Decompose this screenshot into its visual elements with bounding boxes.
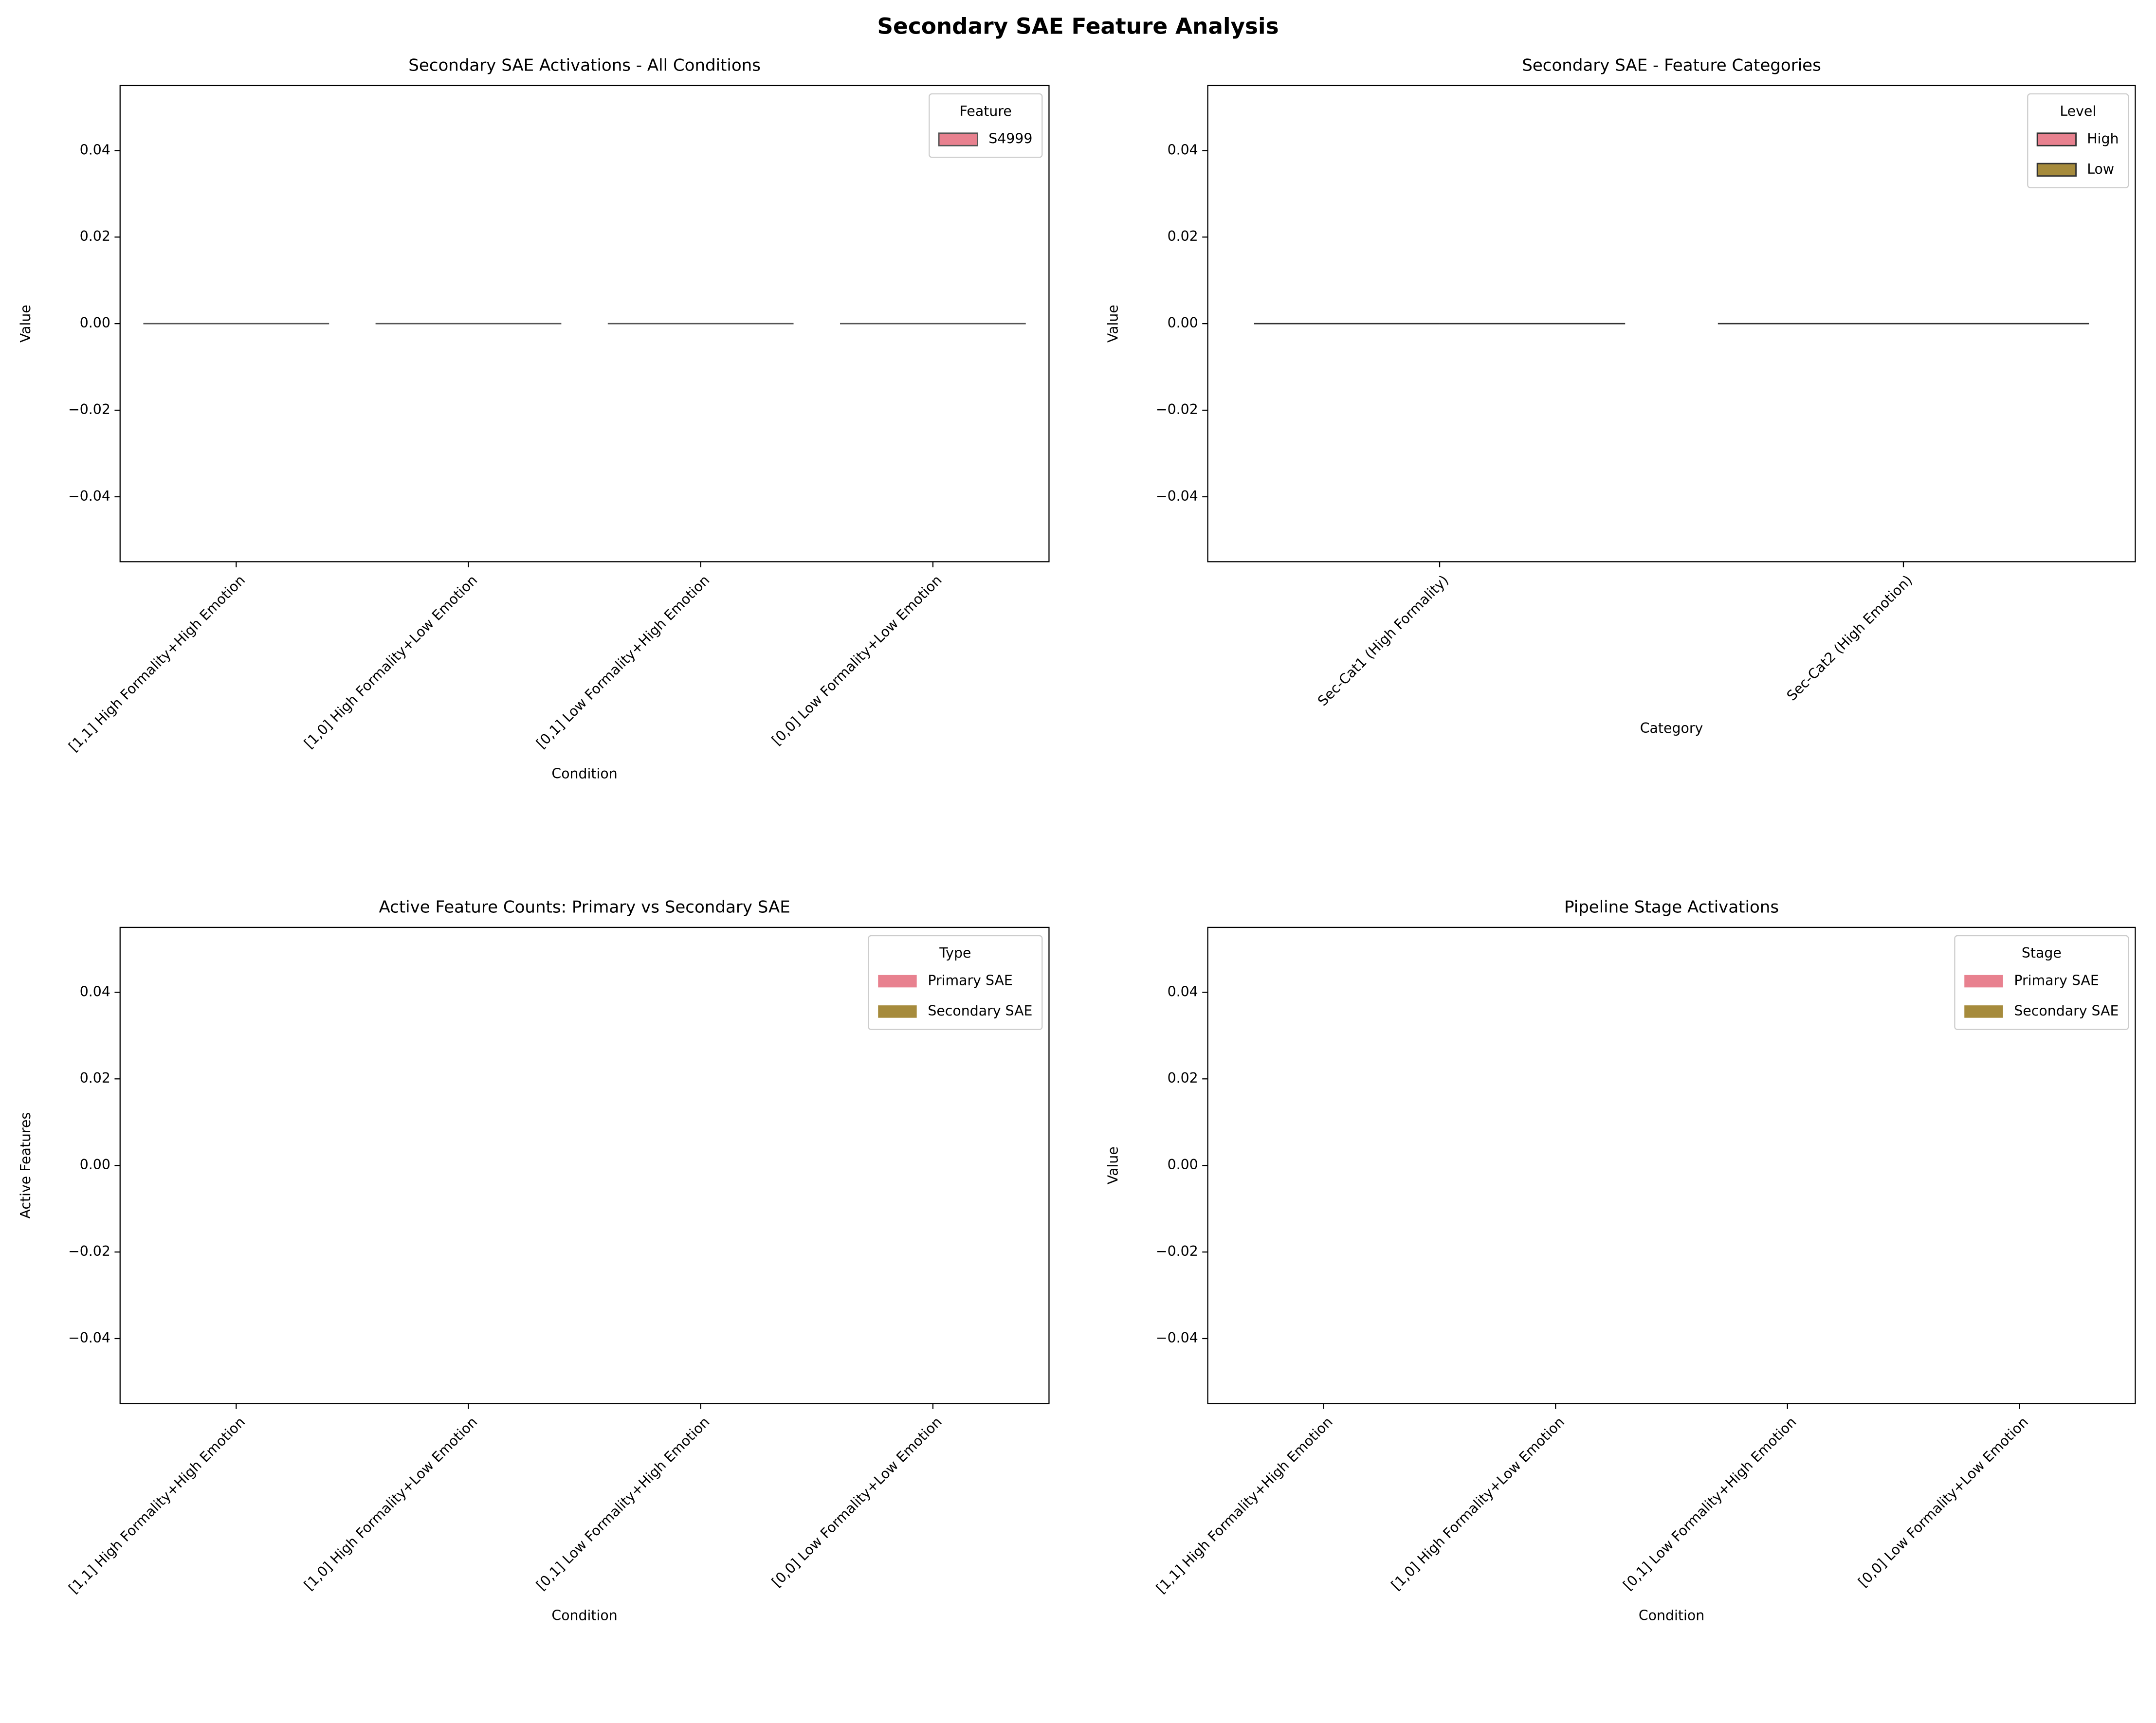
y-tick-label: 0.02 bbox=[1168, 228, 1198, 244]
y-tick-label: 0.00 bbox=[1168, 1157, 1198, 1173]
legend-title: Level bbox=[2060, 103, 2096, 119]
y-tick-label: 0.02 bbox=[80, 1070, 110, 1086]
y-tick-label: −0.02 bbox=[1156, 1243, 1198, 1259]
x-axis-label: Category bbox=[1640, 720, 1703, 736]
legend-label: Primary SAE bbox=[928, 973, 1012, 989]
y-tick-label: 0.04 bbox=[1168, 983, 1198, 999]
axes-frame bbox=[1207, 85, 2136, 562]
x-axis-label: Condition bbox=[551, 766, 617, 782]
subplot-title: Secondary SAE - Feature Categories bbox=[1522, 56, 1821, 75]
y-axis-label: Value bbox=[1105, 1146, 1121, 1184]
legend: Type Primary SAE Secondary SAE bbox=[868, 935, 1043, 1030]
axes-frame bbox=[119, 926, 1050, 1404]
legend-label: High bbox=[2087, 131, 2119, 147]
y-tick-label: −0.04 bbox=[1156, 488, 1198, 504]
y-tick-label: −0.04 bbox=[1156, 1330, 1198, 1346]
y-tick-label: 0.00 bbox=[80, 1157, 110, 1173]
y-axis-label: Value bbox=[1105, 305, 1121, 343]
y-tick-label: 0.00 bbox=[1168, 315, 1198, 331]
y-tick-label: 0.04 bbox=[80, 983, 110, 999]
legend-title: Feature bbox=[960, 103, 1012, 119]
legend-label: Secondary SAE bbox=[2014, 1003, 2119, 1019]
y-tick-label: −0.02 bbox=[68, 401, 110, 417]
y-tick-label: −0.04 bbox=[68, 1330, 110, 1346]
x-axis-label: Condition bbox=[551, 1608, 617, 1624]
y-axis-label: Active Features bbox=[18, 1112, 34, 1219]
legend-title: Stage bbox=[2022, 945, 2062, 961]
y-tick-label: 0.02 bbox=[1168, 1070, 1198, 1086]
legend: Level High Low bbox=[2027, 93, 2129, 188]
axes-frame bbox=[119, 85, 1050, 562]
y-tick-label: 0.04 bbox=[80, 142, 110, 158]
legend-swatch bbox=[2036, 132, 2077, 146]
figure-title: Secondary SAE Feature Analysis bbox=[877, 13, 1279, 39]
legend-label: Secondary SAE bbox=[928, 1003, 1032, 1019]
legend-swatch bbox=[2036, 163, 2077, 177]
legend-label: S4999 bbox=[988, 131, 1032, 147]
legend-label: Primary SAE bbox=[2014, 973, 2099, 989]
legend: Stage Primary SAE Secondary SAE bbox=[1954, 935, 2129, 1030]
legend-swatch bbox=[878, 975, 917, 988]
legend-swatch bbox=[878, 1005, 917, 1018]
legend-swatch bbox=[1964, 975, 2003, 988]
y-tick-label: −0.02 bbox=[1156, 401, 1198, 417]
y-tick-label: 0.04 bbox=[1168, 142, 1198, 158]
legend-swatch bbox=[1964, 1005, 2003, 1018]
subplot-title: Secondary SAE Activations - All Conditio… bbox=[408, 56, 761, 75]
y-tick-label: 0.02 bbox=[80, 228, 110, 244]
y-tick-label: −0.02 bbox=[68, 1243, 110, 1259]
subplot-title: Active Feature Counts: Primary vs Second… bbox=[379, 898, 790, 917]
subplot-title: Pipeline Stage Activations bbox=[1564, 898, 1779, 917]
x-axis-label: Condition bbox=[1639, 1608, 1704, 1624]
axes-frame bbox=[1207, 926, 2136, 1404]
y-tick-label: 0.00 bbox=[80, 315, 110, 331]
y-tick-label: −0.04 bbox=[68, 488, 110, 504]
legend: Feature S4999 bbox=[929, 93, 1043, 158]
y-axis-label: Value bbox=[18, 305, 34, 343]
legend-label: Low bbox=[2087, 161, 2114, 177]
legend-swatch bbox=[938, 132, 978, 146]
legend-title: Type bbox=[939, 945, 971, 961]
